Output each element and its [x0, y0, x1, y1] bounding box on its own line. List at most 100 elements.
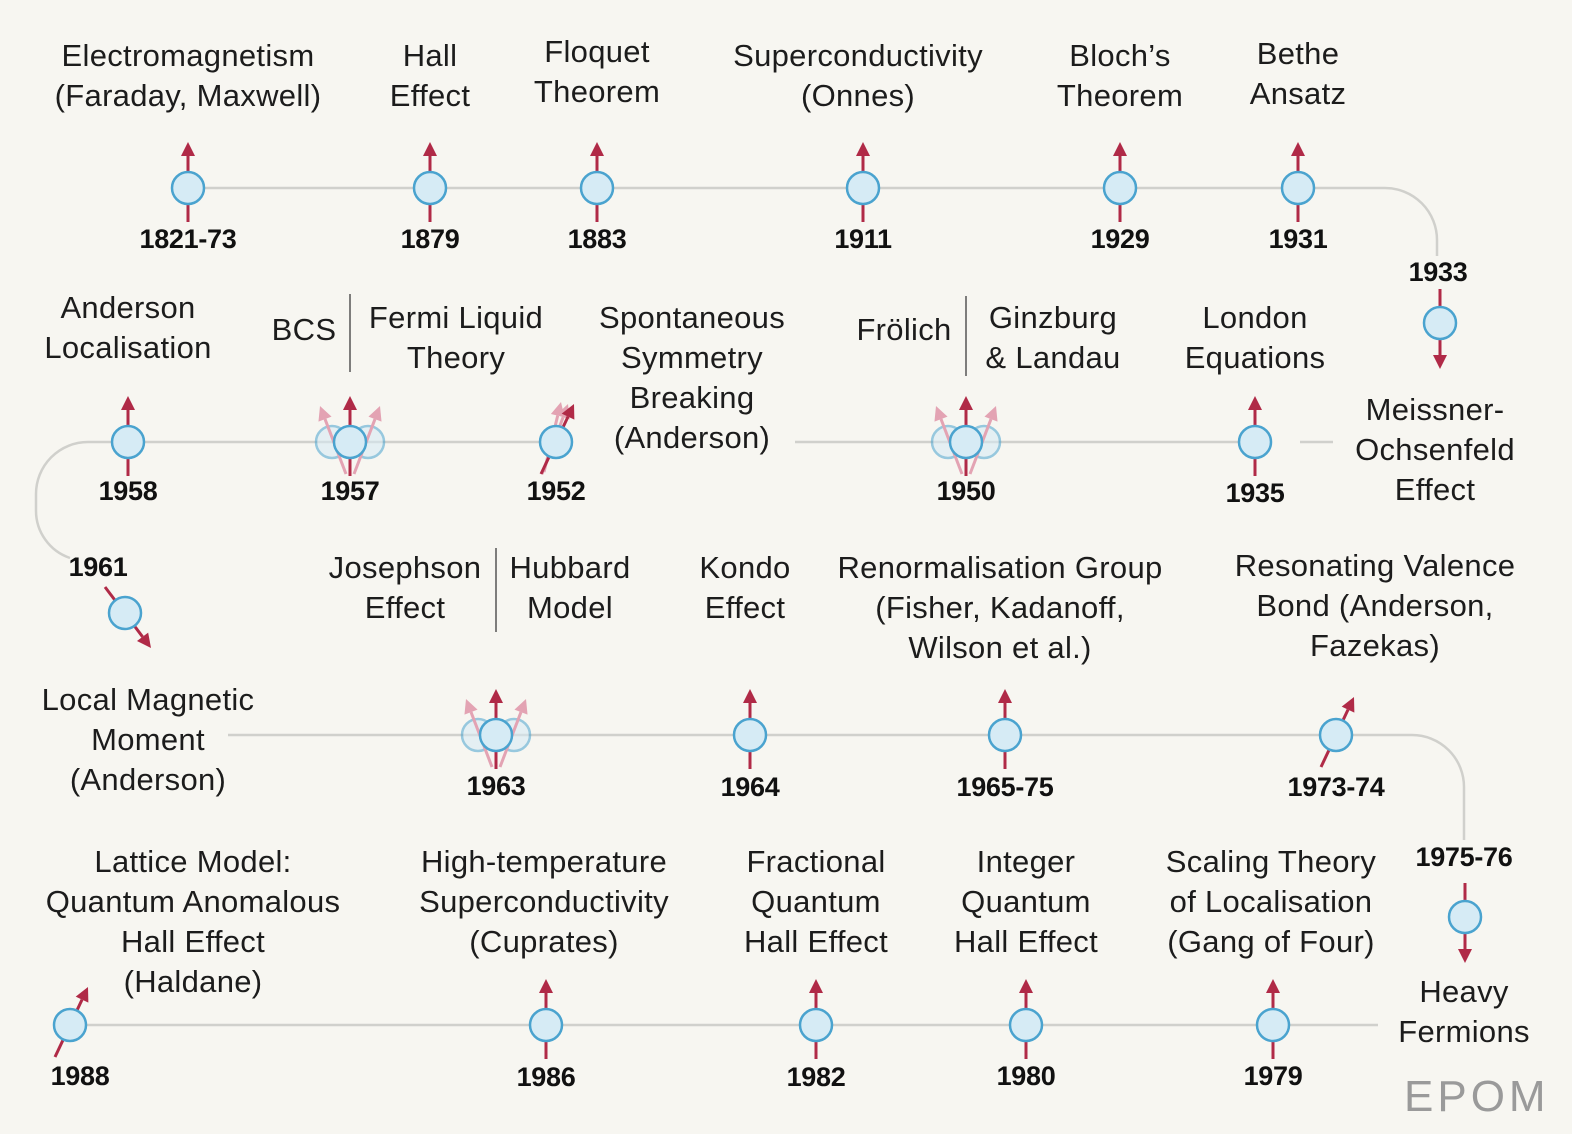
spin-arrow-head	[343, 396, 357, 410]
event-label-left: BCS	[271, 312, 337, 347]
year-label: 1964	[720, 772, 780, 802]
year-label: 1958	[98, 476, 158, 506]
event-marker-1964	[732, 689, 768, 769]
spin-node	[107, 595, 143, 631]
year-label: 1821-73	[139, 224, 237, 254]
event-marker-1965-75	[987, 689, 1023, 769]
spin-node	[1447, 899, 1483, 935]
spin-arrow-faded-head	[934, 406, 948, 422]
event-label: Resonating Valence Bond (Anderson, Fazek…	[1234, 548, 1516, 663]
event-label: Bloch’s Theorem	[1056, 38, 1184, 113]
spin-arrow-faded-head	[514, 699, 528, 715]
spin-arrow-head	[539, 979, 553, 993]
event-marker-1935	[1237, 396, 1273, 476]
event-marker-1931	[1280, 142, 1316, 222]
spin-node	[987, 717, 1023, 753]
spin-node	[1102, 170, 1138, 206]
event-label: Kondo Effect	[699, 550, 791, 625]
year-label: 1979	[1243, 1061, 1303, 1091]
event-label: High-temperature Superconductivity (Cupr…	[419, 844, 669, 959]
event-label: Local Magnetic Moment (Anderson)	[41, 682, 255, 797]
event-label: Hall Effect	[389, 38, 471, 113]
year-label: 1988	[50, 1061, 110, 1091]
event-marker-1883	[579, 142, 615, 222]
event-label: Lattice Model: Quantum Anomalous Hall Ef…	[45, 844, 341, 999]
year-label: 1929	[1090, 224, 1150, 254]
event-label: London Equations	[1184, 300, 1326, 375]
spin-arrow-head	[423, 142, 437, 156]
event-marker-1879	[412, 142, 448, 222]
spin-arrow-head	[561, 404, 575, 420]
event-label: Bethe Ansatz	[1249, 36, 1347, 111]
spin-node	[798, 1007, 834, 1043]
event-label-right: Hubbard Model	[509, 550, 631, 625]
spin-arrow-faded-head	[368, 406, 382, 422]
year-label: 1911	[834, 224, 892, 254]
year-label: 1935	[1225, 478, 1285, 508]
year-label: 1957	[320, 476, 380, 506]
year-label: 1980	[996, 1061, 1056, 1091]
spin-arrow-head	[121, 396, 135, 410]
year-label: 1973-74	[1287, 772, 1385, 802]
spin-arrow-head	[1019, 979, 1033, 993]
event-marker-1980	[1008, 979, 1044, 1059]
spin-arrow-head	[959, 396, 973, 410]
spin-arrow-head	[856, 142, 870, 156]
year-label: 1933	[1408, 257, 1468, 287]
event-marker-1911	[845, 142, 881, 222]
event-marker-1988	[52, 987, 89, 1058]
event-marker-1986	[528, 979, 564, 1059]
event-label: Integer Quantum Hall Effect	[953, 844, 1099, 959]
spin-node	[1280, 170, 1316, 206]
year-label: 1963	[466, 771, 526, 801]
event-label: Meissner- Ochsenfeld Effect	[1355, 392, 1515, 507]
event-label-right: Ginzburg & Landau	[985, 300, 1121, 375]
spin-arrow-head	[181, 142, 195, 156]
epom-logo: EPOM	[1404, 1072, 1550, 1121]
event-marker-1975-76	[1447, 883, 1483, 963]
spin-arrow-faded-head	[318, 406, 332, 422]
spin-arrow-head	[743, 689, 757, 703]
event-label-right: Fermi Liquid Theory	[368, 300, 544, 375]
event-label: Spontaneous Symmetry Breaking (Anderson)	[598, 300, 786, 455]
spin-arrow-head	[1341, 697, 1355, 713]
spin-node	[732, 717, 768, 753]
event-label: Renormalisation Group (Fisher, Kadanoff,…	[837, 550, 1163, 665]
spin-node	[1318, 717, 1354, 753]
spin-node	[332, 424, 368, 460]
spin-node	[1422, 305, 1458, 341]
event-label: Anderson Localisation	[44, 290, 212, 365]
event-marker-1958	[110, 396, 146, 476]
spin-arrow-head	[75, 987, 89, 1003]
spin-node	[110, 424, 146, 460]
spin-arrow-head	[1113, 142, 1127, 156]
year-label: 1950	[936, 476, 996, 506]
event-label: Fractional Quantum Hall Effect	[743, 844, 889, 959]
year-label: 1879	[400, 224, 460, 254]
event-marker-1952	[538, 402, 575, 475]
event-label: Superconductivity (Onnes)	[733, 38, 983, 113]
spin-node	[528, 1007, 564, 1043]
spin-arrow-head	[1433, 355, 1447, 369]
spin-arrow-head	[136, 632, 151, 648]
spin-node	[538, 424, 574, 460]
timeline-track	[34, 186, 1466, 1027]
spin-node	[579, 170, 615, 206]
event-label-left: Frölich	[856, 312, 952, 347]
spin-arrow-faded-head	[464, 699, 478, 715]
year-label: 1986	[516, 1062, 576, 1092]
spin-node	[52, 1007, 88, 1043]
spin-arrow-head	[1266, 979, 1280, 993]
event-marker-1973-74	[1318, 697, 1355, 768]
event-label: Scaling Theory of Localisation (Gang of …	[1165, 844, 1377, 959]
event-marker-1821-73	[170, 142, 206, 222]
spin-arrow-head	[1248, 396, 1262, 410]
event-label: Electromagnetism (Faraday, Maxwell)	[54, 38, 322, 113]
event-marker-1950	[930, 396, 1002, 476]
spin-node	[1008, 1007, 1044, 1043]
event-marker-1982	[798, 979, 834, 1059]
spin-node	[170, 170, 206, 206]
spin-arrow-faded-head	[984, 406, 998, 422]
event-label: Floquet Theorem	[533, 34, 661, 109]
